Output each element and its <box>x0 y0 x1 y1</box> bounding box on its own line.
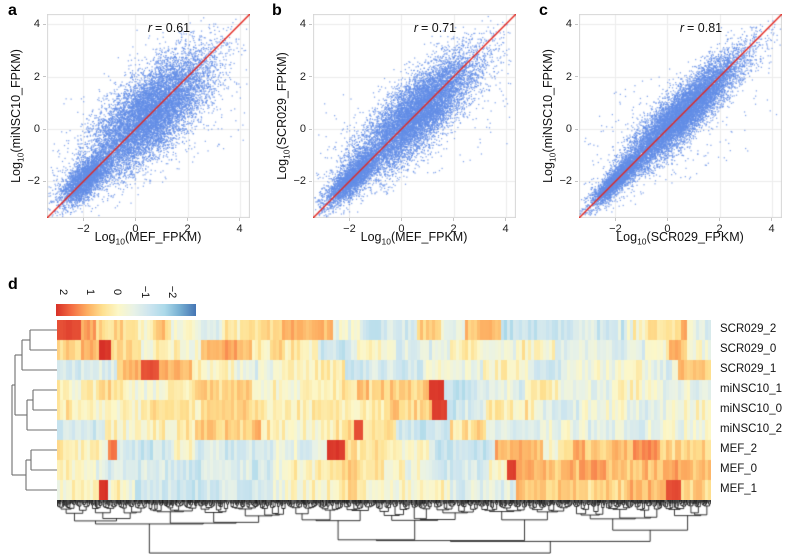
y-axis-label-c: Log10(miNSC10_FPKM) <box>540 49 558 183</box>
y-tick-mark <box>575 23 578 25</box>
y-axis-label-b: Log10(SCR029_FPKM) <box>274 52 292 180</box>
y-tick-label: −2 <box>293 175 306 188</box>
x-tick-label: 4 <box>502 223 509 235</box>
panel-letter-b: b <box>272 2 282 19</box>
x-tick-mark <box>614 218 616 221</box>
r-symbol: r <box>147 21 153 35</box>
x-tick-label: −2 <box>77 223 90 235</box>
y-tick-label: 2 <box>299 70 306 83</box>
heatmap-row-label: miNSC10_2 <box>720 423 782 435</box>
heatmap-legend-colorbar <box>56 304 196 316</box>
x-tick-label: 2 <box>716 223 723 235</box>
heatmap-row-label: miNSC10_0 <box>720 403 782 415</box>
x-axis-label-c: Log10(SCR029_FPKM) <box>616 230 744 247</box>
x-tick-label: −2 <box>343 223 356 235</box>
x-tick-mark <box>771 218 773 221</box>
scatter-plot-canvas-c <box>579 14 782 218</box>
x-axis-label-b: Log10(MEF_FPKM) <box>360 230 468 247</box>
legend-tick-label: 0 <box>111 288 124 296</box>
legend-tick-label: 1 <box>84 288 97 296</box>
y-tick-mark <box>309 128 312 130</box>
x-tick-label: 2 <box>184 223 191 235</box>
y-tick-mark <box>575 180 578 182</box>
y-axis-label-a: Log10(miNSC10_FPKM) <box>8 49 26 183</box>
x-axis-label-a: Log10(MEF_FPKM) <box>94 230 202 247</box>
y-tick-label: 2 <box>565 70 572 83</box>
legend-tick-label: 2 <box>57 288 69 296</box>
r-value: = 0.71 <box>421 21 457 35</box>
scatter-plot-canvas-a <box>47 14 250 218</box>
y-tick-label: 0 <box>565 123 572 136</box>
x-tick-label: 0 <box>132 223 139 235</box>
panel-letter-d: d <box>8 276 18 293</box>
row-dendrogram <box>11 329 57 491</box>
y-tick-mark <box>575 128 578 130</box>
r-value: = 0.61 <box>155 21 191 35</box>
y-tick-label: 4 <box>565 18 572 31</box>
x-tick-label: 0 <box>664 223 671 235</box>
x-tick-mark <box>666 218 668 221</box>
x-tick-label: 4 <box>236 223 243 235</box>
x-tick-label: 0 <box>398 223 405 235</box>
y-tick-label: 2 <box>33 70 40 83</box>
r-symbol: r <box>679 21 685 35</box>
legend-tick-label: −1 <box>139 285 152 299</box>
r-value: = 0.81 <box>687 21 723 35</box>
heatmap-row-label: miNSC10_1 <box>720 383 782 395</box>
y-tick-label: −2 <box>27 175 40 188</box>
legend-tick-label: −2 <box>166 285 179 299</box>
y-tick-label: 4 <box>299 18 306 31</box>
x-tick-mark <box>400 218 402 221</box>
y-tick-label: −2 <box>559 175 572 188</box>
y-tick-label: 4 <box>33 18 40 31</box>
panel-letter-a: a <box>8 2 17 19</box>
heatmap-row-label: SCR029_1 <box>720 363 777 375</box>
x-tick-mark <box>82 218 84 221</box>
x-tick-mark <box>134 218 136 221</box>
correlation-annotation-b: r = 0.71 <box>414 21 456 35</box>
x-tick-label: −2 <box>609 223 622 235</box>
y-tick-mark <box>309 180 312 182</box>
column-dendrogram-canvas <box>57 500 711 554</box>
y-tick-label: 0 <box>33 123 40 136</box>
heatmap-row-label: SCR029_2 <box>720 323 777 335</box>
y-tick-mark <box>43 128 46 130</box>
x-tick-label: 4 <box>768 223 775 235</box>
heatmap-row-label: MEF_2 <box>720 443 758 455</box>
heatmap-row-label: MEF_1 <box>720 483 758 495</box>
y-tick-mark <box>43 180 46 182</box>
y-tick-mark <box>575 76 578 78</box>
x-tick-label: 2 <box>450 223 457 235</box>
y-tick-mark <box>43 76 46 78</box>
y-tick-mark <box>309 23 312 25</box>
x-tick-mark <box>187 218 189 221</box>
scatter-plot-canvas-b <box>313 14 516 218</box>
y-tick-label: 0 <box>299 123 306 136</box>
correlation-annotation-a: r = 0.61 <box>148 21 190 35</box>
correlation-annotation-c: r = 0.81 <box>680 21 722 35</box>
x-tick-mark <box>239 218 241 221</box>
y-tick-mark <box>43 23 46 25</box>
panel-letter-c: c <box>539 2 548 19</box>
x-tick-mark <box>719 218 721 221</box>
heatmap-row-label: MEF_0 <box>720 463 758 475</box>
x-tick-mark <box>453 218 455 221</box>
y-tick-mark <box>309 76 312 78</box>
heatmap-canvas <box>57 320 711 500</box>
heatmap-row-label: SCR029_0 <box>720 343 777 355</box>
x-tick-mark <box>505 218 507 221</box>
x-tick-mark <box>348 218 350 221</box>
r-symbol: r <box>413 21 419 35</box>
